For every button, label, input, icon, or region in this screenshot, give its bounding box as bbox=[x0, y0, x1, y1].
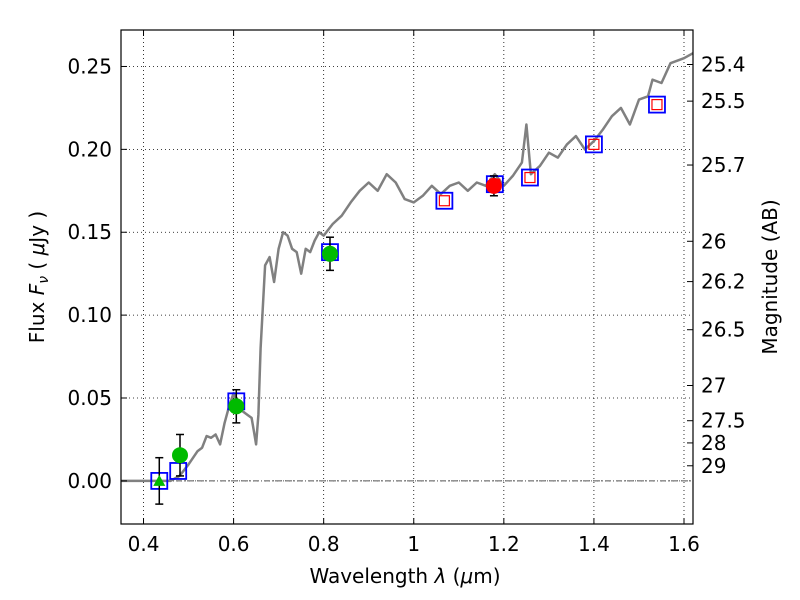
y-tick-label: 0.10 bbox=[67, 303, 112, 327]
upper-limit-marker bbox=[153, 474, 166, 486]
x-tick-label: 0.8 bbox=[308, 532, 340, 556]
x-tick-label: 1.2 bbox=[488, 532, 520, 556]
observed-point bbox=[321, 245, 338, 262]
observed-point bbox=[172, 447, 189, 464]
x-tick-label: 1.6 bbox=[668, 532, 700, 556]
y2-axis-title: Magnitude (AB) bbox=[758, 199, 782, 354]
y2-tick-label: 25.7 bbox=[701, 153, 746, 177]
y-tick-label: 0.25 bbox=[67, 54, 112, 78]
y-tick-label: 0.15 bbox=[67, 220, 112, 244]
x-tick-label: 1 bbox=[407, 532, 420, 556]
model-point-inner-square bbox=[524, 171, 536, 184]
y2-tick-label: 26.2 bbox=[701, 270, 746, 294]
marker-layer bbox=[150, 95, 666, 505]
y2-tick-label: 25.4 bbox=[701, 52, 746, 76]
y2-tick-label: 29 bbox=[701, 454, 726, 478]
plot-frame bbox=[120, 29, 694, 525]
x-tick-label: 0.6 bbox=[218, 532, 250, 556]
y2-tick-label: 25.5 bbox=[701, 89, 746, 113]
y-tick-label: 0.00 bbox=[67, 469, 112, 493]
observed-point bbox=[485, 177, 502, 194]
y-axis-title: Flux Fν ( μJy ) bbox=[25, 211, 52, 343]
x-axis-title: Wavelength λ (μm) bbox=[309, 564, 500, 588]
model-point-inner-square bbox=[651, 98, 663, 111]
model-point-square bbox=[585, 135, 603, 154]
y2-tick-label: 27.5 bbox=[701, 409, 746, 433]
y-tick-label: 0.20 bbox=[67, 137, 112, 161]
observed-point bbox=[228, 398, 245, 415]
x-tick-label: 1.4 bbox=[578, 532, 610, 556]
y2-tick-label: 27 bbox=[701, 374, 726, 398]
model-point-inner-square bbox=[438, 195, 450, 207]
plot-background bbox=[121, 30, 693, 524]
y2-tick-label: 28 bbox=[701, 431, 726, 455]
model-point-square bbox=[648, 95, 666, 114]
model-point-inner-square bbox=[588, 138, 600, 150]
model-point-square bbox=[435, 191, 454, 210]
axis-ticks: 0.4 0.6 0.8 1 1.2 1.4 1.6 0.00 0.05 0.10 0.15 0.20 0… bbox=[67, 30, 746, 556]
y2-tick-label: 26.5 bbox=[701, 318, 746, 342]
x-tick-label: 0.4 bbox=[128, 532, 160, 556]
y2-tick-label: 26 bbox=[701, 229, 726, 253]
y-tick-label: 0.05 bbox=[67, 386, 112, 410]
model-point-square bbox=[521, 168, 539, 187]
